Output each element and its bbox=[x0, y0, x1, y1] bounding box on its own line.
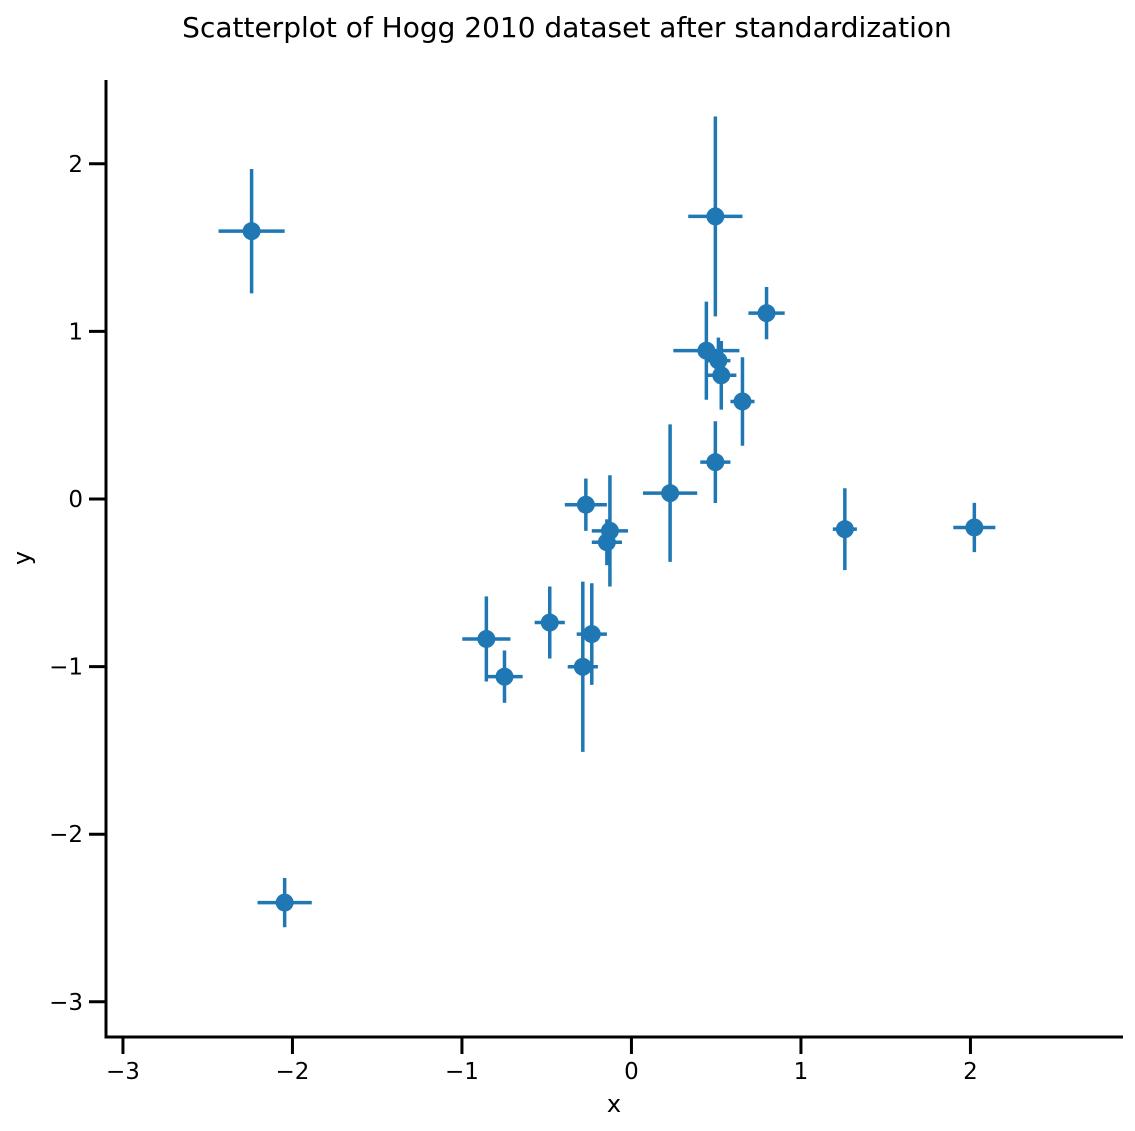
error-bars-layer bbox=[218, 116, 996, 928]
x-tick-label: 1 bbox=[794, 1059, 809, 1085]
data-point bbox=[540, 613, 559, 632]
data-point bbox=[733, 392, 752, 411]
data-point bbox=[477, 629, 496, 648]
data-point bbox=[712, 366, 731, 385]
data-points-layer bbox=[242, 207, 984, 912]
y-tick-label: 2 bbox=[68, 152, 83, 178]
x-tick-label: 2 bbox=[963, 1059, 978, 1085]
data-point bbox=[275, 893, 294, 912]
data-point bbox=[495, 667, 514, 686]
x-tick-label: −1 bbox=[445, 1059, 479, 1085]
data-point bbox=[582, 625, 601, 644]
x-axis-ticks: −3 −2 −1 0 1 2 bbox=[106, 1037, 978, 1085]
data-point bbox=[709, 351, 728, 370]
y-tick-label: −3 bbox=[49, 990, 83, 1016]
y-axis-ticks: −3 −2 −1 0 1 2 bbox=[49, 152, 106, 1016]
y-tick-label: 0 bbox=[68, 487, 83, 513]
data-point bbox=[965, 518, 984, 537]
data-point bbox=[661, 484, 680, 503]
data-point bbox=[697, 341, 716, 360]
x-tick-label: −2 bbox=[275, 1059, 309, 1085]
data-point bbox=[757, 304, 776, 323]
x-tick-label: −3 bbox=[106, 1059, 140, 1085]
x-axis-label: x bbox=[607, 1090, 621, 1118]
data-point bbox=[706, 207, 725, 226]
y-tick-label: −2 bbox=[49, 822, 83, 848]
x-tick-label: 0 bbox=[624, 1059, 639, 1085]
data-point bbox=[835, 520, 854, 539]
y-axis-label: y bbox=[8, 551, 36, 565]
data-point bbox=[573, 657, 592, 676]
data-point bbox=[706, 453, 725, 472]
y-tick-label: −1 bbox=[49, 655, 83, 681]
data-point bbox=[576, 495, 595, 514]
chart-title: Scatterplot of Hogg 2010 dataset after s… bbox=[182, 11, 952, 44]
data-point bbox=[242, 222, 261, 241]
y-tick-label: 1 bbox=[68, 319, 83, 345]
data-point bbox=[600, 521, 619, 540]
